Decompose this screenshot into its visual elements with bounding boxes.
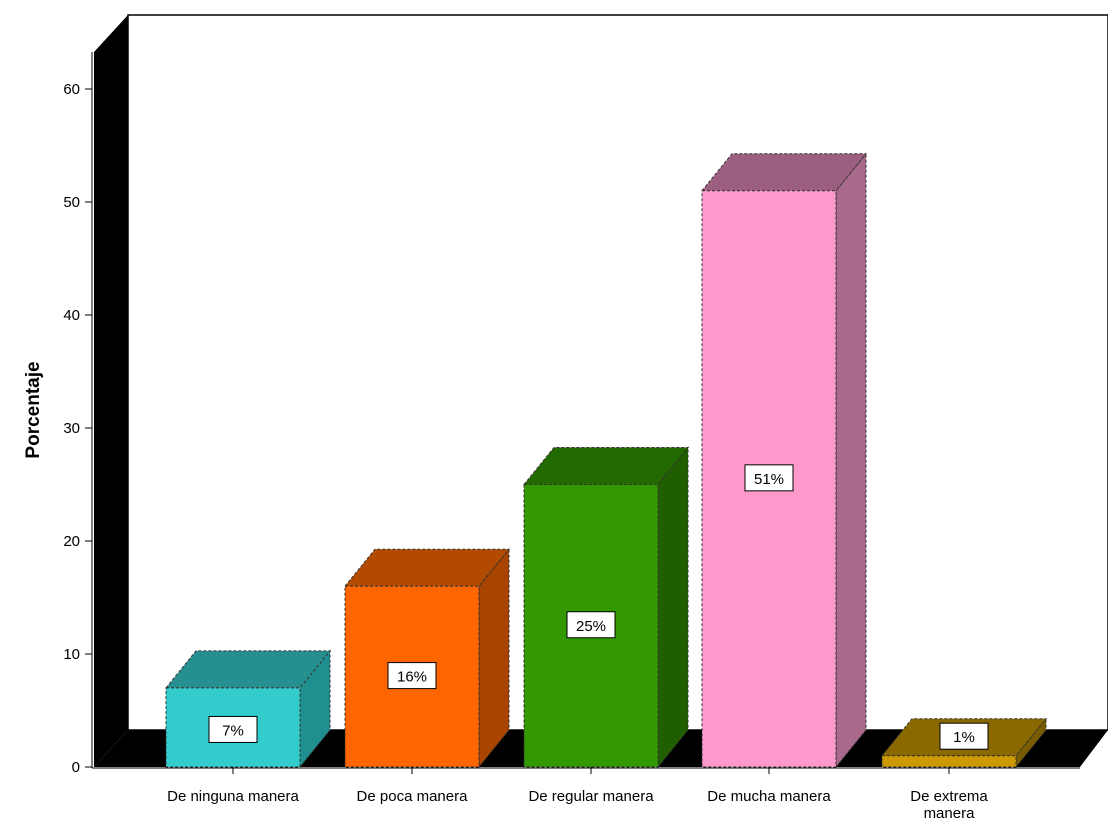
- data-label-text: 7%: [222, 722, 244, 739]
- chart-left-wall: [94, 15, 128, 767]
- data-label-text: 25%: [576, 618, 606, 635]
- data-label-text: 1%: [953, 729, 975, 746]
- bar: [522, 446, 690, 769]
- y-tick-label: 10: [63, 646, 80, 663]
- x-tick-label: De regular manera: [528, 788, 654, 805]
- y-tick-label: 0: [72, 759, 80, 776]
- x-tick-label: De extrema: [910, 788, 988, 805]
- bar-top-face: [522, 447, 690, 485]
- bar-top-face: [343, 548, 511, 587]
- y-tick-label: 20: [63, 533, 80, 550]
- y-tick-label: 40: [63, 307, 80, 324]
- bar-side-face: [835, 152, 867, 769]
- data-label-text: 51%: [754, 471, 784, 488]
- data-label-box: [939, 722, 989, 750]
- y-tick-label: 50: [63, 194, 80, 211]
- data-label-box: [387, 662, 437, 690]
- bar-side-face: [657, 446, 689, 769]
- data-label: 25%: [566, 611, 616, 639]
- bar-side-face: [478, 547, 510, 769]
- x-tick-label: De poca manera: [357, 788, 469, 805]
- data-labels-group: 7% 16% 25% 51% 1%: [208, 464, 989, 750]
- x-tick-label: De ninguna manera: [167, 788, 299, 805]
- y-tick-label: 60: [63, 81, 80, 98]
- y-axis-title: Porcentaje: [23, 361, 44, 458]
- data-label-box: [566, 611, 616, 639]
- x-tick-label: manera: [924, 805, 976, 821]
- category-labels-group: De ninguna manera De poca manera De regula…: [167, 767, 988, 821]
- data-label-box: [208, 715, 258, 743]
- x-tick-label: De mucha manera: [707, 788, 831, 805]
- y-ticks-group: 0 10 20 30 40 50 60: [63, 81, 92, 776]
- data-label: 51%: [744, 464, 794, 492]
- bar-top-face: [164, 650, 332, 689]
- data-label: 7%: [208, 715, 258, 743]
- y-tick-label: 30: [63, 420, 80, 437]
- bar-top-face: [700, 153, 868, 192]
- data-label-text: 16%: [397, 669, 427, 686]
- bar: [164, 649, 332, 769]
- data-label: 16%: [387, 662, 437, 690]
- bar-front-face: [881, 755, 1017, 768]
- bar: [343, 547, 511, 769]
- bar: [700, 152, 868, 769]
- data-label-box: [744, 464, 794, 492]
- data-label: 1%: [939, 722, 989, 750]
